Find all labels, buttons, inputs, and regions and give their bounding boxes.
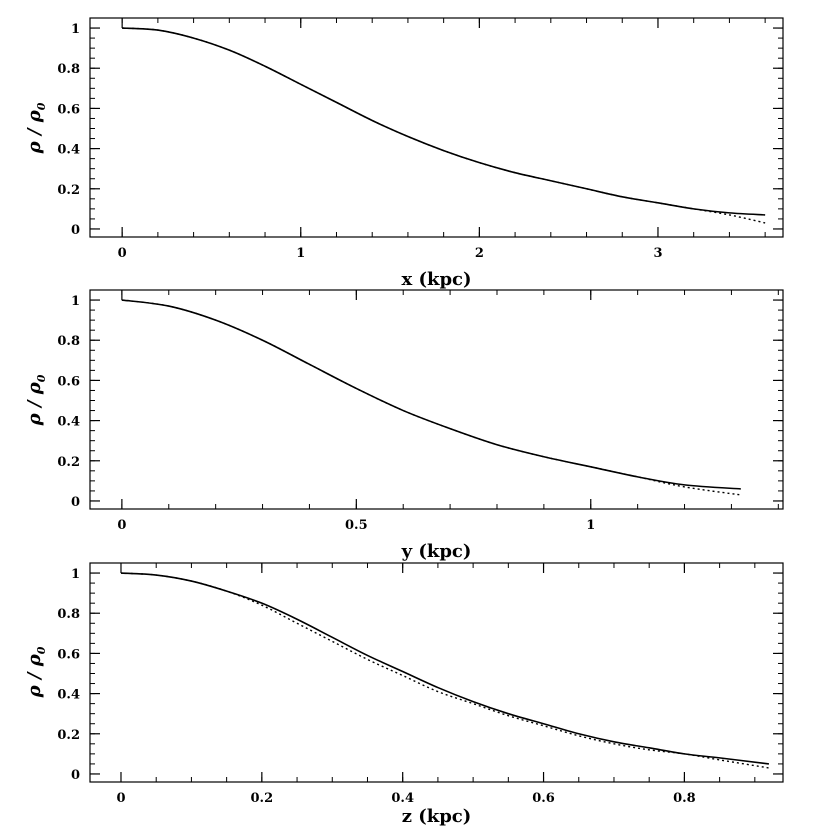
plot-frame-z bbox=[89, 562, 784, 783]
y-tick-label: 0.4 bbox=[57, 688, 80, 703]
y-tick-label: 1 bbox=[71, 294, 80, 309]
y-axis-label: ρ / ρ0 bbox=[24, 646, 48, 698]
x-tick-label: 0.5 bbox=[345, 518, 368, 533]
panel-z: 0 0.2 0.4 0.6 0.8 0 0.2 0.4 0.6 0.8 1 z (kpc) ρ / ρ0 bbox=[24, 562, 784, 827]
y-tick-label: 0.4 bbox=[57, 143, 80, 158]
y-axis-label: ρ / ρ0 bbox=[24, 102, 48, 154]
y-tick-label: 0.2 bbox=[57, 455, 80, 470]
panel-x: 0 1 2 3 0 0.2 0.4 0.6 0.8 1 x (kpc) ρ / ρ0 bbox=[24, 17, 784, 290]
x-tick-label: 0.2 bbox=[251, 791, 274, 806]
y-tick-label: 0.8 bbox=[57, 607, 80, 622]
y-tick-label: 0 bbox=[71, 768, 80, 783]
series-line-dotted bbox=[121, 299, 741, 496]
series-line-dotted bbox=[122, 27, 766, 224]
y-tick-label: 1 bbox=[71, 567, 80, 582]
y-tick-label: 0.6 bbox=[57, 374, 80, 389]
x-tick-label: 1 bbox=[586, 518, 595, 533]
plot-frame-x bbox=[89, 17, 784, 238]
x-axis-label: y (kpc) bbox=[401, 541, 472, 562]
y-tick-label: 1 bbox=[71, 22, 80, 37]
x-tick-label: 1 bbox=[296, 246, 305, 261]
y-tick-label: 0.2 bbox=[57, 728, 80, 743]
plot-frame-y bbox=[89, 289, 784, 510]
y-tick-label: 0.2 bbox=[57, 183, 80, 198]
x-tick-label: 3 bbox=[653, 246, 662, 261]
y-tick-label: 0 bbox=[71, 223, 80, 238]
series-line-dotted bbox=[120, 572, 770, 769]
y-tick-label: 0.4 bbox=[57, 415, 80, 430]
y-tick-label: 0 bbox=[71, 495, 80, 510]
x-tick-label: 0.6 bbox=[532, 791, 555, 806]
x-tick-label: 0.8 bbox=[673, 791, 696, 806]
x-tick-label: 2 bbox=[475, 246, 484, 261]
y-axis-label: ρ / ρ0 bbox=[24, 374, 48, 426]
x-tick-label: 0.4 bbox=[391, 791, 414, 806]
x-tick-label: 0 bbox=[116, 791, 125, 806]
x-tick-label: 0 bbox=[118, 246, 127, 261]
series-line-solid bbox=[120, 572, 770, 765]
x-axis-label: z (kpc) bbox=[402, 806, 472, 827]
panel-y: 0 0.5 1 0 0.2 0.4 0.6 0.8 1 y (kpc) ρ / ρ0 bbox=[24, 289, 784, 562]
x-axis-label: x (kpc) bbox=[401, 269, 471, 290]
y-tick-label: 0.8 bbox=[57, 334, 80, 349]
x-tick-label: 0 bbox=[117, 518, 126, 533]
y-tick-label: 0.8 bbox=[57, 62, 80, 77]
y-tick-label: 0.6 bbox=[57, 102, 80, 117]
y-tick-label: 0.6 bbox=[57, 647, 80, 662]
